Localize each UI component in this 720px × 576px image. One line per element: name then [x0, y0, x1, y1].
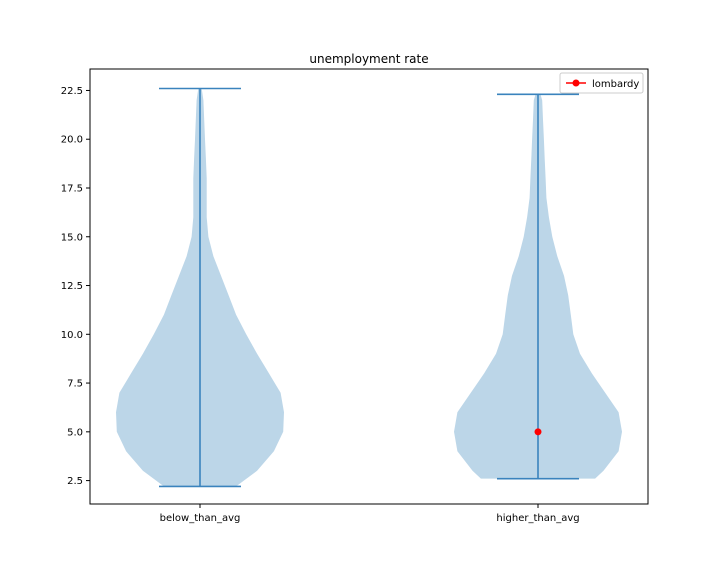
y-tick-label: 5.0 [67, 427, 83, 438]
plot-frame [89, 68, 649, 505]
y-tick-label: 10.0 [61, 330, 83, 341]
legend-label: lombardy [592, 79, 639, 90]
x-tick-label: below_than_avg [160, 513, 241, 524]
chart-title: unemployment rate [309, 52, 428, 66]
y-axis: 2.5 5.0 7.5 10.0 12.5 15.0 17.5 20.0 22.5 [61, 86, 90, 487]
y-tick-label: 20.0 [61, 135, 83, 146]
markers-layer [534, 428, 542, 436]
x-tick-label: higher_than_avg [496, 513, 579, 524]
y-tick-label: 7.5 [67, 379, 83, 390]
y-tick-label: 15.0 [61, 232, 83, 243]
y-tick-label: 12.5 [61, 281, 83, 292]
x-axis: below_than_avg higher_than_avg [160, 504, 580, 524]
marker-lombardy [534, 428, 542, 436]
legend-marker [572, 79, 580, 87]
y-tick-label: 22.5 [61, 86, 83, 97]
legend: lombardy [559, 72, 644, 94]
legend-box [559, 72, 644, 94]
violins-layer [116, 87, 622, 488]
y-tick-label: 2.5 [67, 476, 83, 487]
y-tick-label: 17.5 [61, 183, 83, 194]
